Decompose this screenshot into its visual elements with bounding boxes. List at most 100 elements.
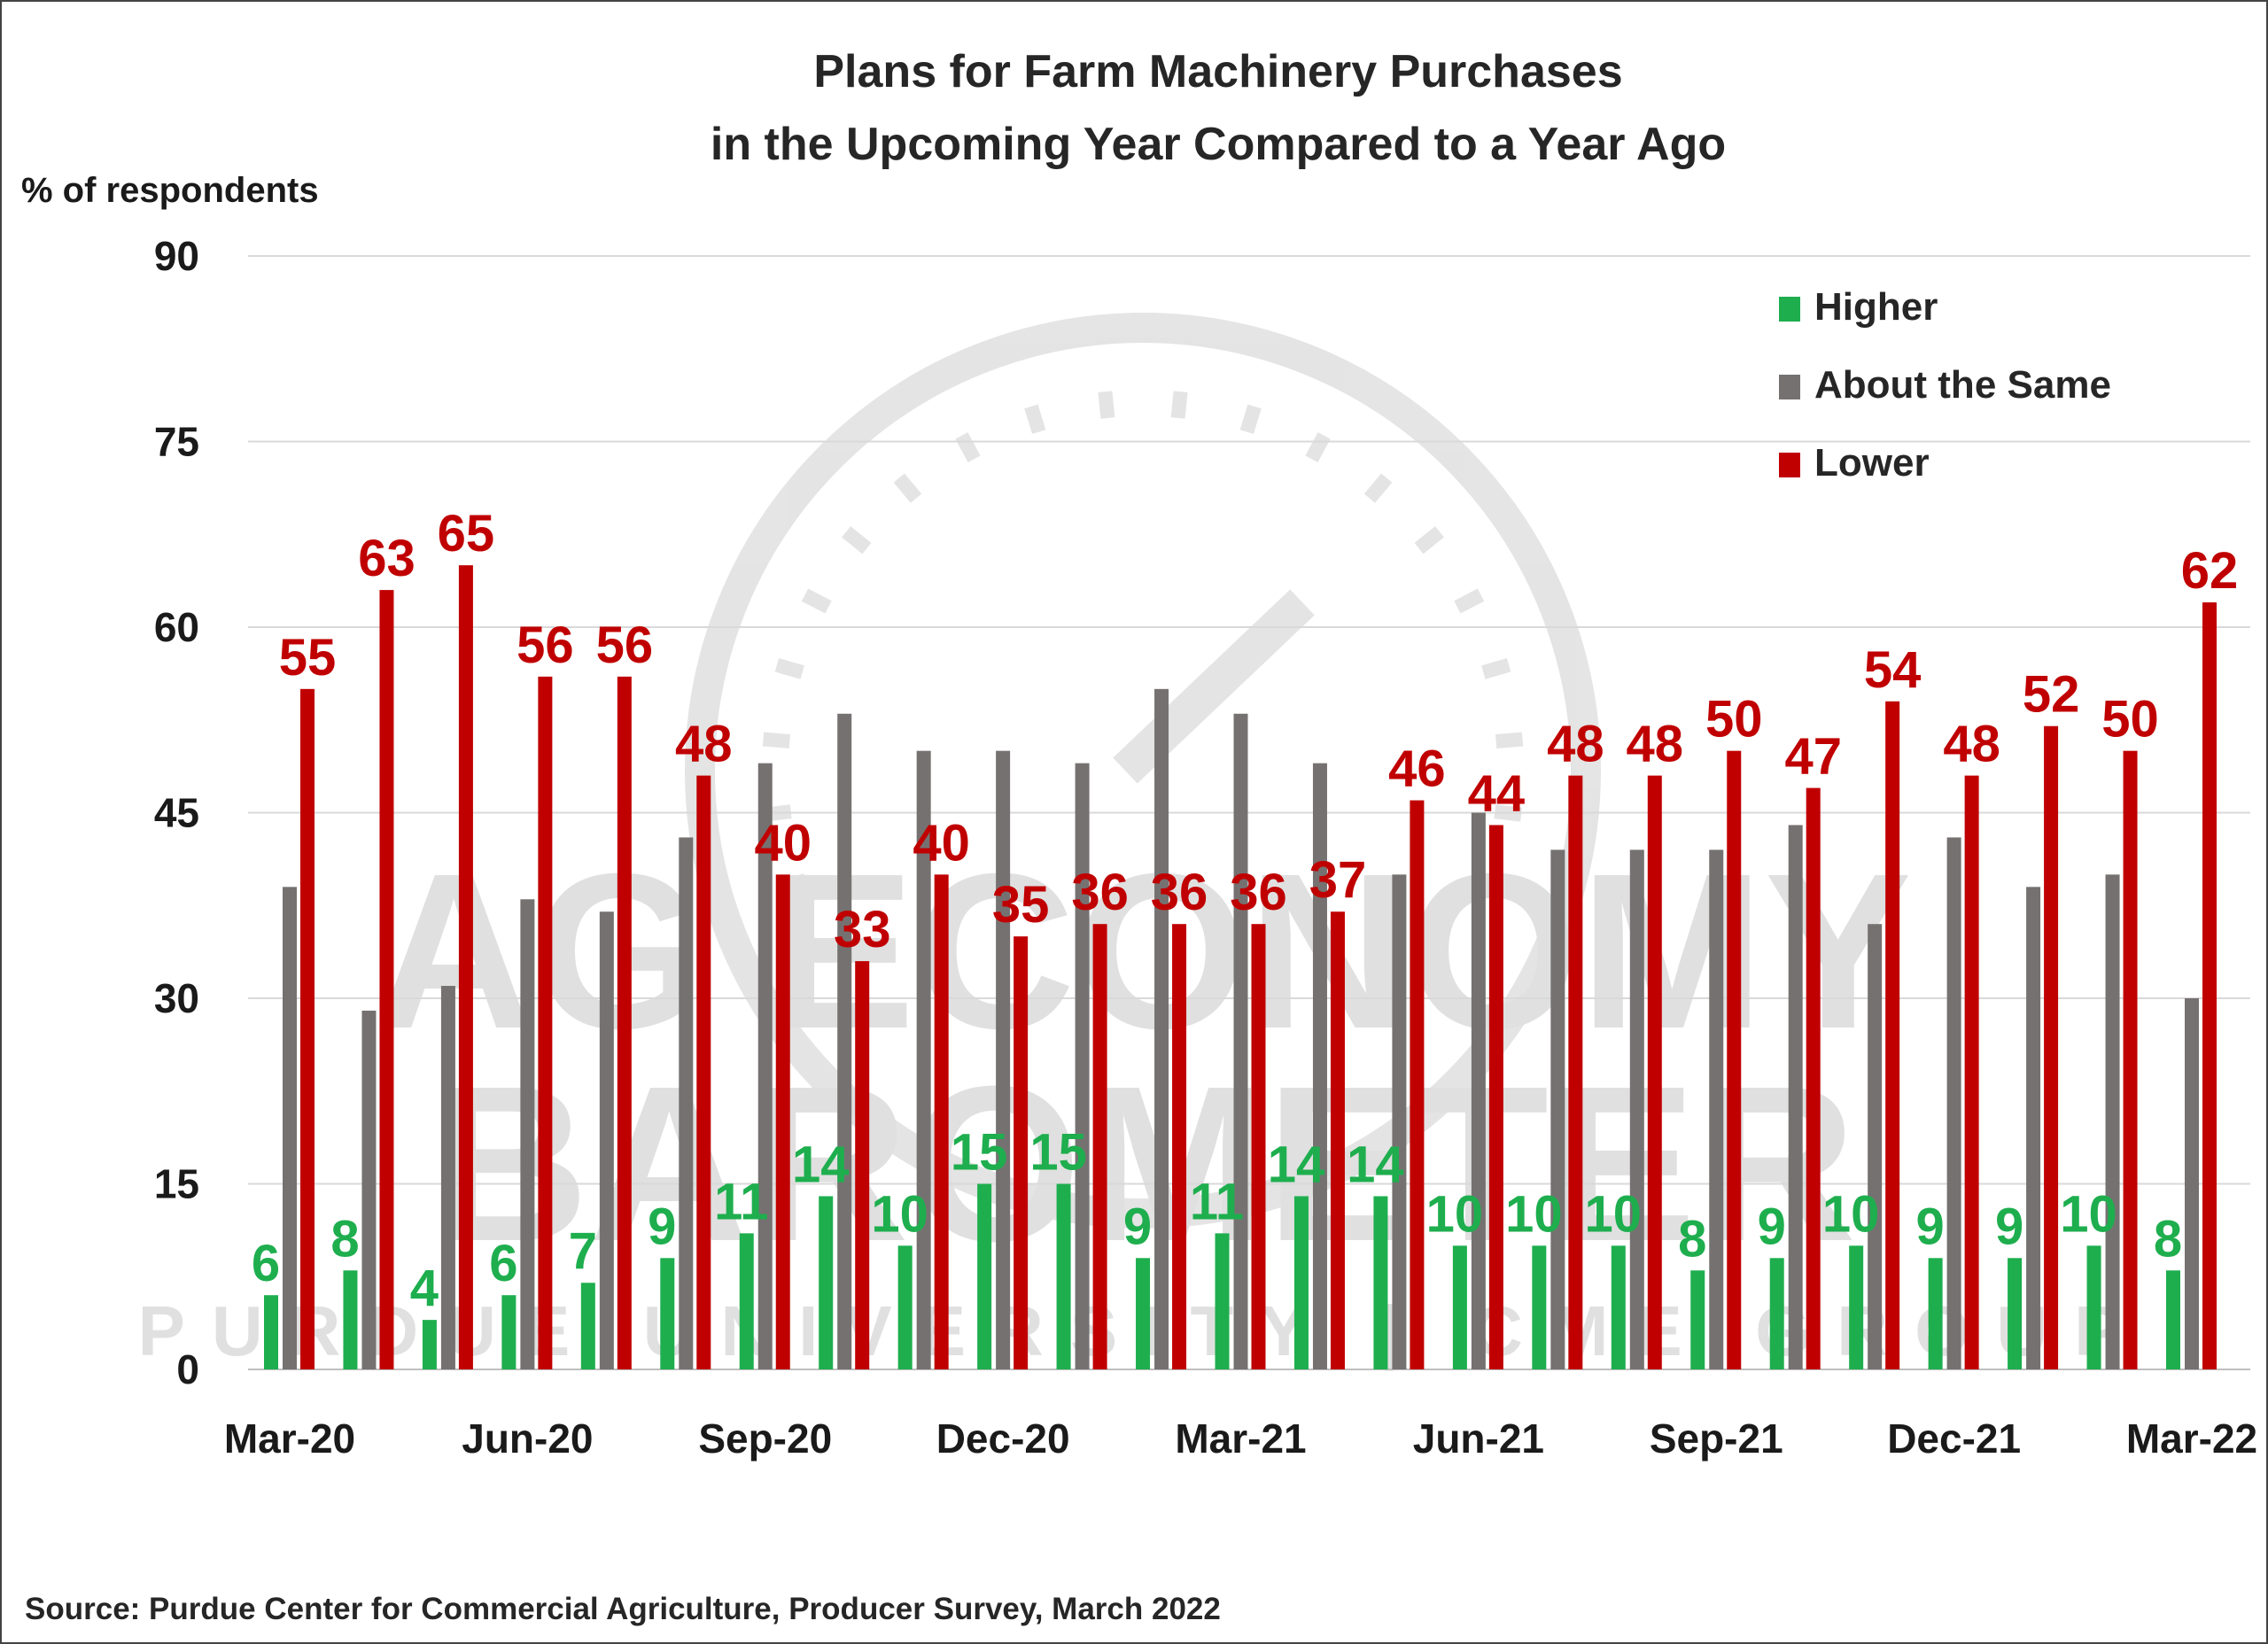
bar-lower bbox=[775, 874, 790, 1369]
watermark-gauge-ring bbox=[685, 313, 1601, 1229]
data-label-higher: 9 bbox=[648, 1198, 676, 1255]
x-tick-label: Mar-21 bbox=[1175, 1415, 1306, 1462]
data-label-higher: 15 bbox=[951, 1124, 1008, 1182]
data-label-higher: 14 bbox=[1268, 1136, 1325, 1193]
bar-lower bbox=[458, 565, 473, 1369]
x-tick-label: Mar-20 bbox=[224, 1415, 355, 1462]
bar-about-the-same bbox=[599, 911, 614, 1369]
bar-higher bbox=[501, 1295, 517, 1369]
watermark-gauge-tick bbox=[1495, 732, 1524, 748]
watermark-gauge-tick bbox=[1305, 432, 1331, 463]
data-label-higher: 8 bbox=[330, 1210, 359, 1268]
bar-lower bbox=[855, 961, 870, 1369]
data-label-higher: 11 bbox=[1190, 1173, 1244, 1230]
data-label-lower: 40 bbox=[913, 814, 970, 872]
y-axis-label: % of respondents bbox=[21, 171, 319, 210]
bar-about-the-same bbox=[679, 837, 694, 1369]
data-label-lower: 47 bbox=[1784, 728, 1842, 786]
y-tick-label: 0 bbox=[176, 1346, 199, 1392]
data-label-lower: 48 bbox=[675, 716, 733, 773]
bar-lower bbox=[2202, 602, 2217, 1369]
x-tick-label: Sep-21 bbox=[1650, 1415, 1783, 1462]
y-tick-label: 60 bbox=[154, 604, 199, 650]
bar-about-the-same bbox=[1312, 763, 1327, 1369]
data-label-higher: 14 bbox=[792, 1136, 850, 1193]
data-label-higher: 10 bbox=[1822, 1185, 1880, 1243]
bar-about-the-same bbox=[2185, 998, 2199, 1369]
data-label-lower: 50 bbox=[2101, 691, 2159, 748]
bar-about-the-same bbox=[361, 1010, 377, 1369]
data-label-lower: 63 bbox=[358, 530, 416, 587]
bar-lower bbox=[1014, 936, 1029, 1369]
bar-higher bbox=[1690, 1270, 1705, 1369]
data-label-higher: 6 bbox=[489, 1235, 517, 1292]
data-label-higher: 9 bbox=[1995, 1198, 2023, 1255]
bar-about-the-same bbox=[1709, 849, 1724, 1369]
bar-lower bbox=[696, 775, 711, 1369]
bar-about-the-same bbox=[2105, 874, 2120, 1369]
legend-swatch bbox=[1779, 453, 1800, 477]
data-label-lower: 46 bbox=[1388, 741, 1446, 798]
watermark-gauge-tick bbox=[893, 473, 922, 503]
data-label-lower: 36 bbox=[1230, 864, 1287, 921]
bar-lower bbox=[300, 688, 315, 1369]
bar-about-the-same bbox=[1392, 874, 1407, 1369]
bar-about-the-same bbox=[837, 713, 852, 1369]
bar-about-the-same bbox=[996, 750, 1011, 1369]
data-label-lower: 52 bbox=[2023, 666, 2080, 724]
y-tick-label: 45 bbox=[154, 790, 199, 836]
bar-higher bbox=[343, 1270, 358, 1369]
data-label-lower: 48 bbox=[1943, 716, 2000, 773]
data-label-higher: 10 bbox=[2060, 1185, 2117, 1243]
bar-about-the-same bbox=[757, 763, 773, 1369]
x-tick-label: Jun-21 bbox=[1413, 1415, 1544, 1462]
bar-higher bbox=[660, 1258, 675, 1369]
bar-higher bbox=[2166, 1270, 2180, 1369]
data-label-higher: 10 bbox=[1585, 1185, 1643, 1243]
watermark-gauge-tick bbox=[1363, 473, 1393, 503]
bar-lower bbox=[1251, 924, 1266, 1369]
bar-higher bbox=[1056, 1183, 1071, 1369]
x-tick-label: Sep-20 bbox=[698, 1415, 832, 1462]
bar-about-the-same bbox=[520, 899, 535, 1369]
bar-lower bbox=[934, 874, 949, 1369]
data-label-higher: 10 bbox=[1505, 1185, 1563, 1243]
bar-higher bbox=[819, 1196, 834, 1369]
bar-higher bbox=[1928, 1258, 1943, 1369]
bar-about-the-same bbox=[283, 887, 297, 1369]
bar-lower bbox=[1092, 924, 1107, 1369]
data-label-lower: 44 bbox=[1468, 764, 1526, 822]
source-note: Source: Purdue Center for Commercial Agr… bbox=[25, 1592, 1221, 1626]
bar-lower bbox=[1647, 775, 1662, 1369]
bar-about-the-same bbox=[1233, 713, 1248, 1369]
watermark-gauge-tick bbox=[1170, 391, 1188, 419]
data-label-lower: 36 bbox=[1071, 864, 1129, 921]
data-label-lower: 48 bbox=[1627, 716, 1684, 773]
y-tick-label: 75 bbox=[154, 419, 199, 465]
bar-about-the-same bbox=[2026, 887, 2041, 1369]
data-label-higher: 6 bbox=[252, 1235, 280, 1292]
bar-lower bbox=[2044, 725, 2059, 1369]
data-label-lower: 50 bbox=[1705, 691, 1763, 748]
data-label-higher: 9 bbox=[1915, 1198, 1944, 1255]
data-label-lower: 56 bbox=[596, 616, 654, 674]
watermark-gauge-tick bbox=[1414, 526, 1444, 554]
watermark-gauge-tick bbox=[774, 658, 804, 679]
bar-lower bbox=[1885, 701, 1900, 1369]
x-tick-label: Dec-20 bbox=[936, 1415, 1070, 1462]
data-label-lower: 54 bbox=[1864, 641, 1922, 699]
data-label-lower: 35 bbox=[992, 876, 1050, 934]
x-tick-label: Mar-22 bbox=[2126, 1415, 2257, 1462]
bar-higher bbox=[1769, 1258, 1784, 1369]
data-label-higher: 10 bbox=[1426, 1185, 1484, 1243]
bar-higher bbox=[977, 1183, 992, 1369]
bar-about-the-same bbox=[1154, 688, 1169, 1369]
legend-swatch bbox=[1779, 375, 1800, 399]
data-label-higher: 10 bbox=[871, 1185, 928, 1243]
data-label-higher: 4 bbox=[410, 1260, 439, 1317]
data-label-lower: 65 bbox=[438, 505, 495, 562]
bar-lower bbox=[1488, 825, 1503, 1369]
bar-lower bbox=[1727, 750, 1742, 1369]
bar-higher bbox=[1293, 1196, 1309, 1369]
